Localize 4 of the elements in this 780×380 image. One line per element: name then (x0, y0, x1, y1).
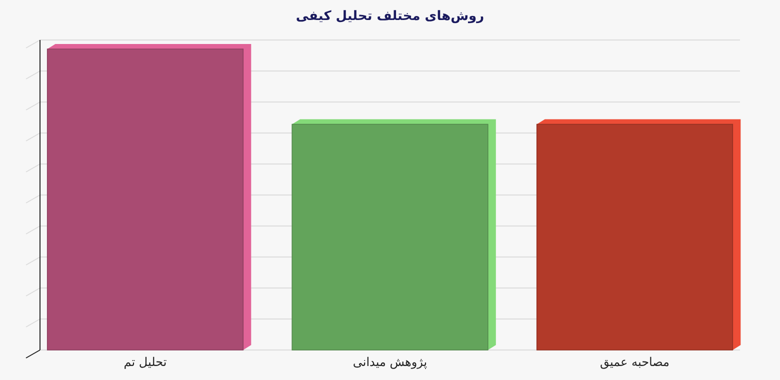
x-tick-label: پژوهش میدانی (352, 355, 428, 369)
x-tick-label: مصاحبه عمیق (600, 355, 670, 369)
chart-title: روش‌های مختلف تحلیل کیفی (296, 9, 484, 24)
x-tick-label: تحلیل تم (124, 355, 167, 369)
